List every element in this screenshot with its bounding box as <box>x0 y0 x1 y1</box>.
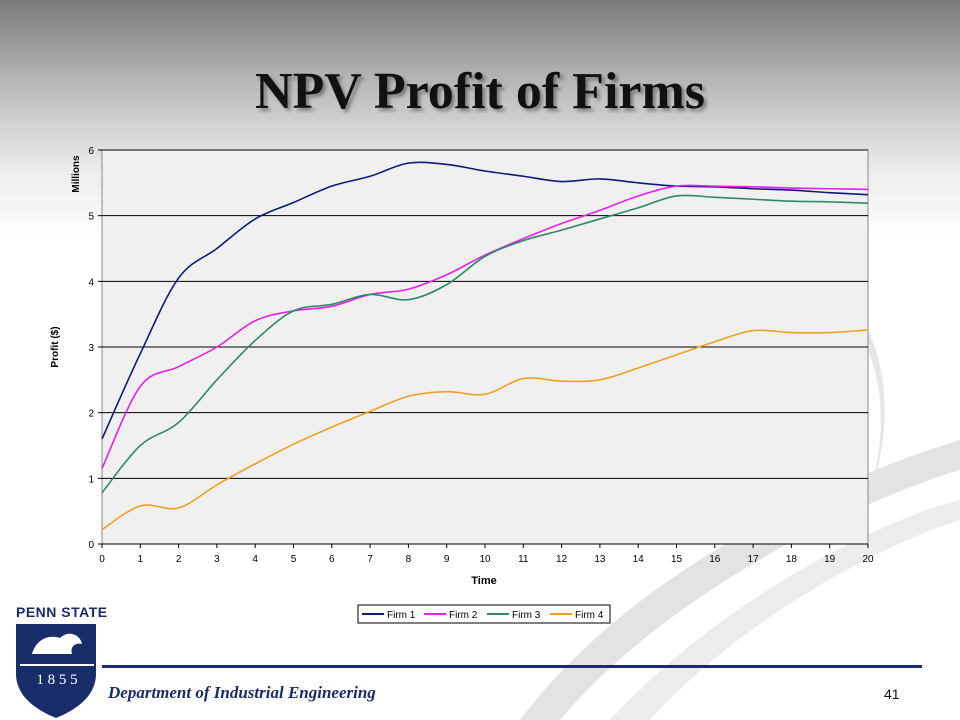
x-tick-label: 20 <box>862 554 874 565</box>
legend-box <box>357 604 611 624</box>
x-tick-label: 5 <box>291 554 297 565</box>
legend-label: Firm 1 <box>387 610 416 621</box>
x-tick-label: 17 <box>748 554 760 565</box>
series-line-firm-3 <box>101 194 869 494</box>
legend-label: Firm 3 <box>512 610 541 621</box>
x-tick-label: 13 <box>594 554 606 565</box>
series-line-firm-4 <box>101 329 869 531</box>
series-lines <box>101 161 869 531</box>
x-tick-label: 7 <box>367 554 373 565</box>
slide-title: NPV Profit of Firms <box>254 63 706 120</box>
x-tick-label: 6 <box>329 554 335 565</box>
series-line-firm-2 <box>101 184 869 469</box>
x-tick-label: 16 <box>709 554 721 565</box>
footer-rule <box>102 665 922 668</box>
x-tick-label: 0 <box>99 554 105 565</box>
penn-state-wordmark: PENN STATE <box>16 604 108 620</box>
x-tick-label: 18 <box>786 554 798 565</box>
x-tick-label: 10 <box>479 554 491 565</box>
y-tick-labels: 0 1 2 3 4 5 6 <box>88 146 102 551</box>
series-line-firm-1 <box>101 161 869 440</box>
x-tick-label: 8 <box>406 554 412 565</box>
x-tick-label: 19 <box>824 554 836 565</box>
x-tick-labels: 0 1 2 3 4 5 6 7 8 9 10 11 12 13 14 15 16 17 18 19 20 <box>99 543 874 565</box>
y-tick-label: 5 <box>88 212 94 223</box>
seal-year: 1 8 5 5 <box>36 672 77 688</box>
y-tick-label: 1 <box>88 474 94 485</box>
x-tick-label: 3 <box>214 554 220 565</box>
x-tick-label: 11 <box>518 554 529 565</box>
y-tick-label: 0 <box>88 540 94 551</box>
x-tick-label: 4 <box>252 554 258 565</box>
y-tick-label: 2 <box>88 409 94 420</box>
legend-label: Firm 4 <box>575 610 604 621</box>
x-tick-label: 14 <box>633 554 645 565</box>
page-number: 41 <box>884 686 900 702</box>
x-tick-label: 9 <box>444 554 450 565</box>
y-tick-label: 4 <box>88 277 94 288</box>
penn-state-shield-logo: 1 8 5 5 <box>16 624 96 718</box>
x-tick-label: 2 <box>176 554 182 565</box>
y-axis-title: Profit ($) <box>50 326 61 367</box>
department-name: Department of Industrial Engineering <box>108 683 376 702</box>
x-tick-label: 12 <box>556 554 568 565</box>
x-tick-label: 15 <box>671 554 683 565</box>
legend: Firm 1 Firm 2 Firm 3 Firm 4 <box>357 604 611 624</box>
y-tick-label: 3 <box>88 343 94 354</box>
legend-label: Firm 2 <box>449 610 478 621</box>
x-axis-title: Time <box>471 575 496 587</box>
x-tick-label: 1 <box>138 554 144 565</box>
lion-icon <box>32 633 82 654</box>
y-units-label: Millions <box>71 155 82 193</box>
y-tick-label: 6 <box>88 146 94 157</box>
